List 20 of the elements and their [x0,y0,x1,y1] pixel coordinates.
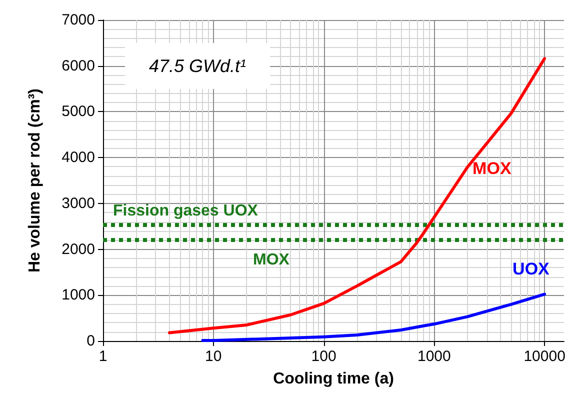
series-label: MOX [472,159,512,178]
x-axis-title: Cooling time (a) [273,370,394,388]
annotation: 47.5 GWd.t¹ [149,56,246,76]
series-label: UOX [512,260,550,279]
y-axis-title: He volume per rod (cm³) [26,88,44,273]
x-tick-label: 1000 [417,348,451,365]
y-tick-label: 5000 [62,103,95,120]
ref-line-label: MOX [253,252,290,269]
y-tick-label: 2000 [62,240,95,258]
y-tick-label: 0 [86,332,95,350]
x-tick-label: 1 [98,348,108,365]
y-tick-label: 3000 [62,194,95,212]
x-tick-label: 10 [205,348,222,365]
y-tick-label: 1000 [62,286,95,304]
x-tick-label: 100 [311,348,336,365]
y-tick-label: 6000 [62,57,95,74]
ref-line-label: Fission gases UOX [113,202,258,220]
y-tick-label: 7000 [62,12,95,28]
y-tick-label: 4000 [62,149,95,166]
x-tick-label: 10000 [524,348,566,365]
